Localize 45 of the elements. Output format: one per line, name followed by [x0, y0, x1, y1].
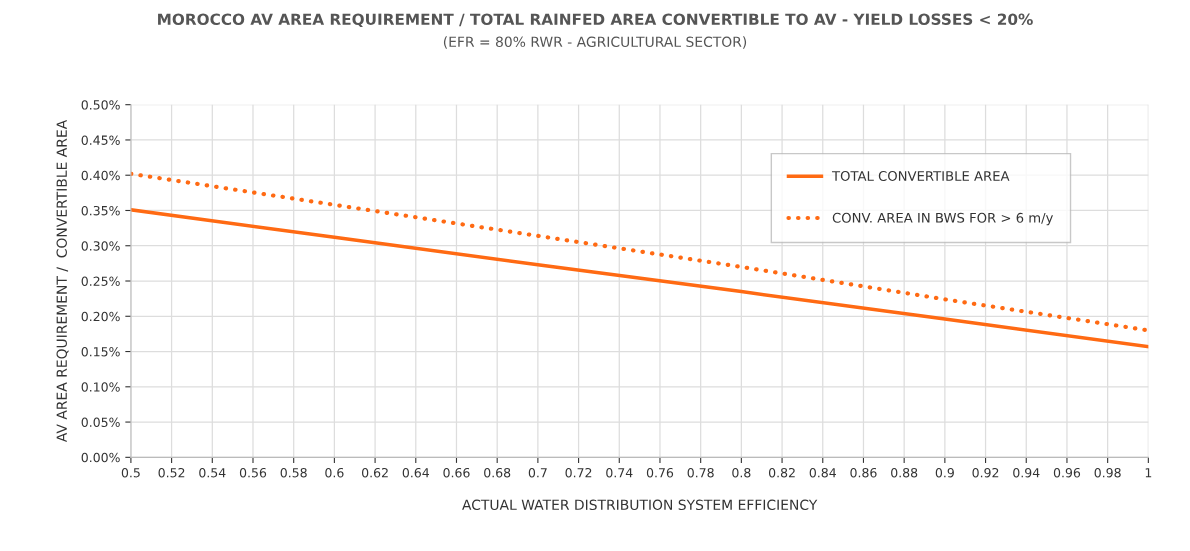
x-tick-label: 0.92 — [972, 467, 999, 478]
y-tick-label: 0.50% — [81, 100, 120, 110]
y-tick-label: 0.30% — [81, 241, 120, 251]
legend-label: TOTAL CONVERTIBLE AREA — [831, 170, 1010, 181]
x-tick-label: 0.7 — [528, 467, 547, 478]
x-tick-label: 0.76 — [646, 467, 674, 478]
line-series — [130, 208, 1149, 349]
y-tick-label: 0.10% — [81, 382, 120, 392]
x-tick-label: 0.68 — [484, 467, 511, 478]
y-tick-label: 0.35% — [81, 205, 120, 216]
x-tick-label: 0.9 — [935, 467, 954, 478]
x-tick-label: 0.86 — [850, 467, 877, 478]
chart-subtitle: (EFR = 80% RWR - AGRICULTURAL SECTOR) — [443, 36, 747, 49]
x-tick-label: 0.84 — [809, 467, 836, 478]
y-axis-title: AV AREA REQUIREMENT / CONVERTIBLE AREA — [56, 119, 69, 443]
y-tick-label: 0.20% — [81, 311, 120, 322]
x-axis-title: ACTUAL WATER DISTRIBUTION SYSTEM EFFICIENCY — [462, 499, 818, 511]
x-tick-label: 0.72 — [565, 467, 592, 478]
x-tick-label: 0.98 — [1094, 467, 1121, 478]
legend-label: CONV. AREA IN BWS FOR > 6 m/y — [832, 212, 1053, 226]
x-tick-label: 0.8 — [732, 467, 751, 478]
x-tick-label: 0.66 — [443, 467, 470, 478]
x-tick-label: 0.82 — [768, 467, 795, 478]
x-tick-label: 0.56 — [239, 467, 267, 478]
y-tick-label: 0.25% — [81, 276, 120, 286]
line-series — [130, 171, 1149, 333]
y-tick-label: 0.40% — [81, 170, 120, 181]
x-tick-label: 0.74 — [606, 467, 633, 478]
y-tick-label: 0.45% — [81, 135, 120, 145]
x-tick-label: 0.88 — [891, 467, 918, 478]
chart-title: MOROCCO AV AREA REQUIREMENT / TOTAL RAINFED AREA CONVERTIBLE TO AV - YIELD LOSSES < 20% — [158, 13, 1033, 28]
y-tick-label: 0.00% — [81, 452, 120, 463]
x-tick-label: 0.58 — [280, 467, 307, 478]
x-tick-label: 0.52 — [158, 467, 185, 478]
x-tick-label: 0.5 — [121, 467, 140, 478]
x-tick-label: 0.62 — [362, 467, 388, 478]
x-tick-label: 0.78 — [687, 467, 714, 478]
x-tick-label: 0.64 — [402, 467, 429, 478]
x-tick-label: 0.54 — [199, 467, 226, 478]
y-tick-label: 0.15% — [81, 347, 120, 357]
x-tick-label: 1 — [1145, 468, 1152, 478]
x-tick-label: 0.94 — [1013, 467, 1040, 478]
y-tick-label: 0.05% — [81, 417, 120, 427]
x-tick-label: 0.6 — [325, 467, 344, 478]
x-tick-label: 0.96 — [1053, 467, 1081, 478]
